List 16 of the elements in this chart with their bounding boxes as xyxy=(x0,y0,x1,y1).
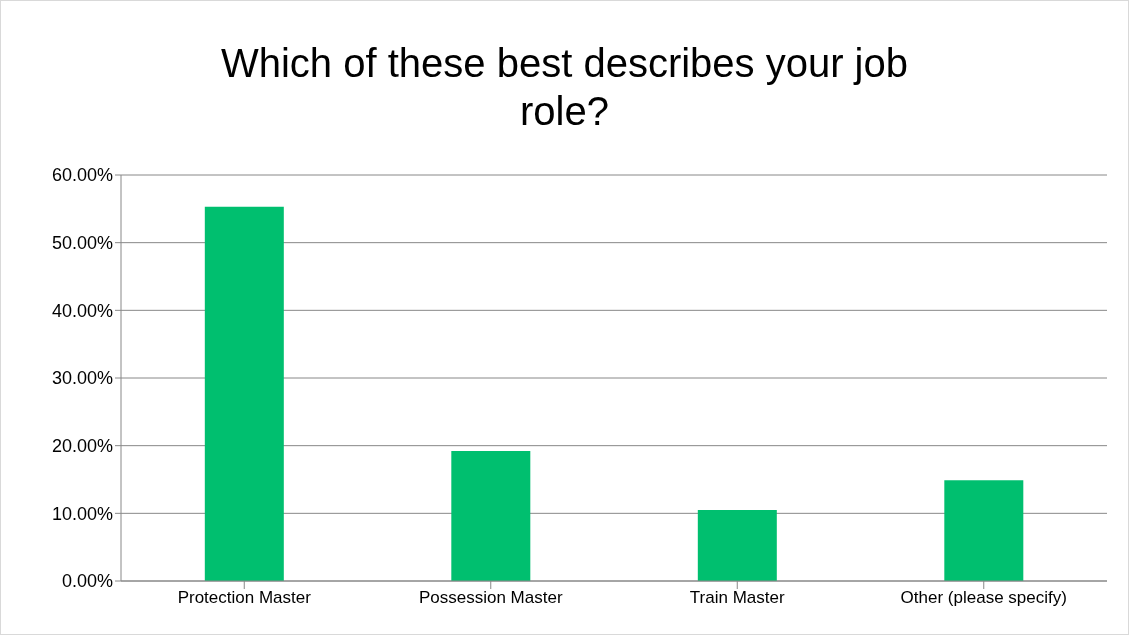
x-tick-label: Train Master xyxy=(689,588,785,608)
y-tick-label: 30.00% xyxy=(51,368,113,389)
bar xyxy=(697,509,777,581)
bar xyxy=(204,206,284,581)
bar xyxy=(944,480,1024,581)
x-tick-label: Other (please specify) xyxy=(900,588,1067,608)
y-tick-label: 40.00% xyxy=(51,300,113,321)
bar xyxy=(451,451,531,581)
y-tick-label: 20.00% xyxy=(51,436,113,457)
y-tick-label: 0.00% xyxy=(61,571,113,592)
y-tick-label: 60.00% xyxy=(51,165,113,186)
x-tick-label: Protection Master xyxy=(177,588,312,608)
y-tick-label: 10.00% xyxy=(51,503,113,524)
x-tick-label: Possession Master xyxy=(418,588,563,608)
y-tick-label: 50.00% xyxy=(51,233,113,254)
chart-title: Which of these best describes your job role? xyxy=(220,40,909,135)
